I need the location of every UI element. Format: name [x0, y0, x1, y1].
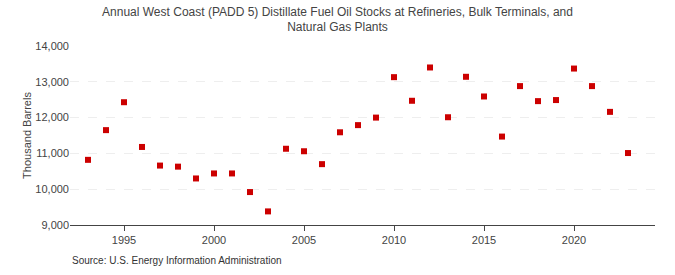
- svg-text:2000: 2000: [202, 234, 226, 246]
- svg-text:2010: 2010: [382, 234, 406, 246]
- svg-text:1995: 1995: [112, 234, 136, 246]
- svg-text:10,000: 10,000: [35, 183, 69, 195]
- svg-text:12,000: 12,000: [35, 111, 69, 123]
- svg-text:Annual West Coast (PADD 5) Dis: Annual West Coast (PADD 5) Distillate Fu…: [102, 5, 573, 35]
- svg-text:14,000: 14,000: [35, 40, 69, 52]
- svg-text:13,000: 13,000: [35, 76, 69, 88]
- svg-text:9,000: 9,000: [41, 219, 69, 231]
- svg-text:11,000: 11,000: [36, 147, 69, 159]
- svg-text:Source: U.S. Energy Informatio: Source: U.S. Energy Information Administ…: [72, 255, 282, 266]
- svg-text:2015: 2015: [472, 234, 496, 246]
- svg-text:Thousand Barrels: Thousand Barrels: [21, 92, 33, 179]
- svg-text:2005: 2005: [292, 234, 316, 246]
- svg-text:2020: 2020: [562, 234, 586, 246]
